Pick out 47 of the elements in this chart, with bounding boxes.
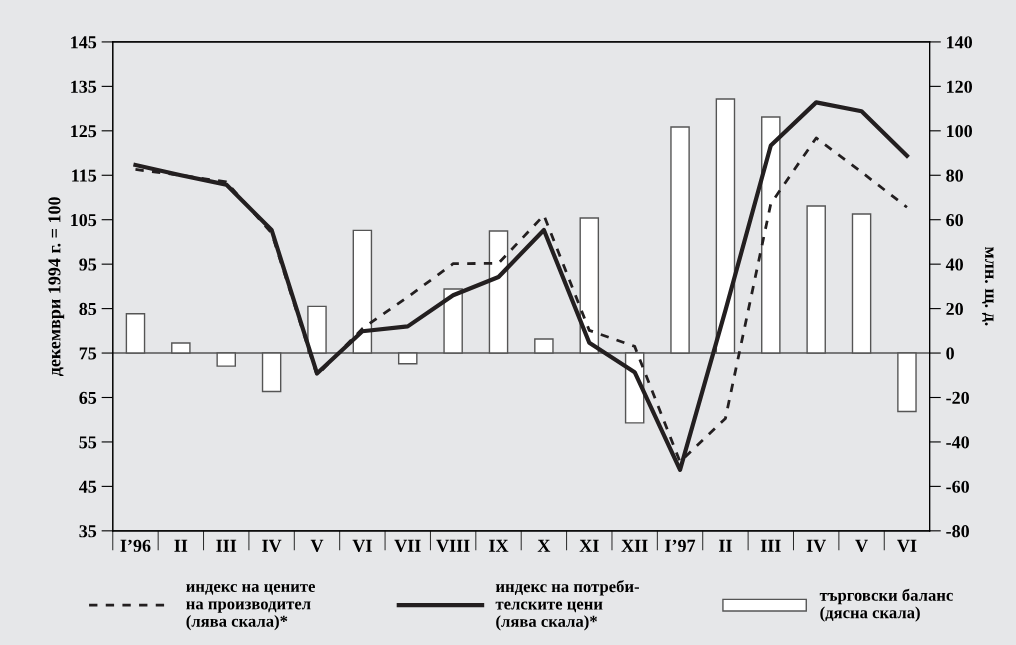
y2-tick-label: -60 (946, 480, 969, 493)
y-tick-label: 135 (71, 80, 97, 93)
x-tick-label: I’96 (120, 539, 151, 552)
x-tick-label: VI (352, 539, 372, 552)
x-tick-label: III (760, 539, 781, 552)
legend-label: индекс на потреби- телските цени (лява скала)* (495, 580, 639, 631)
x-tick-label: I’97 (665, 539, 696, 552)
y2-tick-label: 20 (946, 302, 963, 316)
y2-axis-title: млн. щ. д. (982, 246, 994, 326)
x-tick-label: XII (621, 539, 648, 552)
y-tick-label: 105 (71, 213, 97, 227)
y-tick-label: 145 (71, 36, 97, 49)
x-tick-label: II (174, 539, 188, 552)
y-axis-title: декември 1994 г. = 100 (48, 197, 65, 377)
x-tick-label: XI (579, 539, 599, 552)
legend-label: търговски баланс (дясна скала) (819, 588, 953, 622)
x-tick-label: II (719, 539, 732, 552)
y-tick-label: 35 (79, 525, 97, 538)
y2-tick-label: 0 (946, 347, 954, 360)
y2-tick-label: 120 (947, 80, 973, 93)
y2-tick-label: 80 (946, 169, 963, 182)
x-tick-label: X (537, 539, 551, 552)
x-tick-label: V (310, 539, 324, 552)
y2-tick-label: 40 (945, 258, 963, 271)
x-tick-label: III (216, 539, 237, 552)
y2-tick-label: -80 (946, 525, 969, 538)
legend-label: индекс на цените на производител (лява скала)* (186, 583, 315, 631)
x-tick-label: IV (806, 539, 827, 552)
x-tick-label: IV (262, 539, 282, 552)
y-tick-label: 75 (79, 347, 97, 360)
y-tick-label: 125 (71, 125, 97, 138)
y-tick-label: 85 (79, 302, 97, 316)
y-tick-label: 95 (79, 258, 97, 271)
y2-tick-label: -40 (946, 436, 969, 449)
y2-tick-label: 100 (947, 125, 973, 138)
x-tick-label: IX (489, 539, 509, 552)
y2-tick-label: 140 (947, 36, 973, 49)
y2-tick-label: 60 (946, 213, 963, 227)
y2-tick-label: -20 (946, 391, 969, 404)
x-tick-label: V (855, 539, 868, 552)
y-tick-label: 115 (72, 169, 97, 182)
x-tick-label: VII (394, 539, 421, 552)
x-tick-label: VIII (436, 539, 470, 552)
x-tick-label: VI (897, 539, 917, 552)
y-tick-label: 55 (79, 436, 97, 449)
y-tick-label: 45 (79, 480, 97, 493)
y-tick-label: 65 (79, 391, 97, 404)
